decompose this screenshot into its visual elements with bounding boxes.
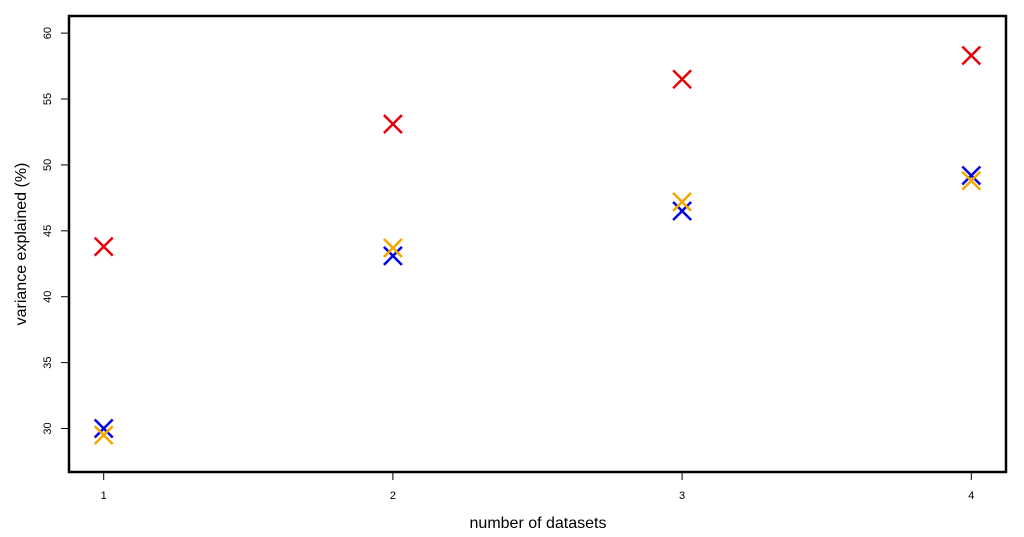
x-tick-label: 1 xyxy=(101,490,107,502)
data-point xyxy=(383,238,403,258)
y-tick-label: 60 xyxy=(42,27,54,39)
x-tick-label: 2 xyxy=(390,490,396,502)
y-tick-label: 35 xyxy=(42,356,54,368)
data-point xyxy=(383,245,403,266)
y-tick-label: 45 xyxy=(42,225,54,237)
y-tick-label: 40 xyxy=(42,291,54,303)
y-axis-title: variance explained (%) xyxy=(13,163,30,326)
plot-frame xyxy=(67,14,1008,474)
x-tick-label: 3 xyxy=(679,490,685,502)
y-tick-label: 50 xyxy=(42,159,54,171)
x-tick-label: 4 xyxy=(968,490,974,502)
data-point xyxy=(383,114,403,134)
data-point xyxy=(93,418,114,439)
data-point xyxy=(672,69,692,90)
y-axis: 30 35 40 45 50 55 60 xyxy=(42,27,69,435)
data-point xyxy=(672,201,692,221)
data-point xyxy=(93,236,114,257)
data-point xyxy=(672,191,692,212)
x-axis: 1 2 3 4 xyxy=(101,472,974,502)
y-tick-label: 30 xyxy=(42,422,54,434)
data-point xyxy=(961,170,982,191)
y-tick-label: 55 xyxy=(42,93,54,105)
data-point xyxy=(961,45,982,66)
data-point xyxy=(93,425,114,445)
data-point xyxy=(961,165,982,186)
x-axis-title: number of datasets xyxy=(470,515,607,532)
data-points xyxy=(93,45,982,445)
